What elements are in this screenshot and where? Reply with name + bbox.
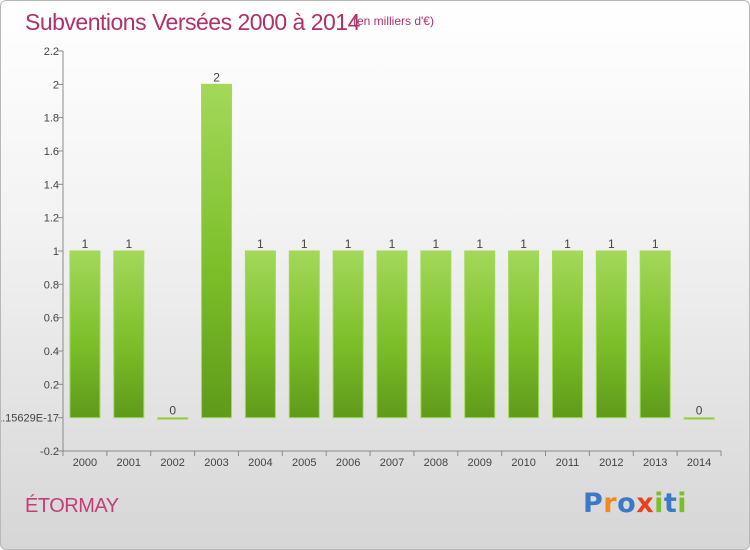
bar-2007 (376, 250, 408, 419)
bar-2012 (595, 250, 627, 419)
chart-unit-note: (en milliers d'€) (353, 14, 434, 28)
chart-title: Subventions Versées 2000 à 2014 (25, 9, 360, 35)
data-label-2011: 1 (564, 237, 571, 251)
y-tick-label: 2.2 (44, 46, 59, 58)
data-label-2014: 0 (696, 404, 703, 418)
y-tick-label: 1.6 (44, 146, 59, 158)
bar-2001 (113, 250, 145, 419)
data-label-2005: 1 (301, 237, 308, 251)
y-tick-label: 0.2 (44, 379, 59, 391)
x-tick-label-2005: 2005 (292, 457, 316, 469)
y-tick-label: -1.15629E-17 (1, 413, 59, 425)
bar-2004 (244, 250, 276, 419)
y-tick-label: 1 (53, 246, 59, 258)
x-tick-label-2012: 2012 (599, 457, 623, 469)
logo-letter: o (617, 488, 637, 519)
y-tick-label: 0.8 (44, 279, 59, 291)
proxiti-logo: Proxiti (583, 488, 687, 519)
x-tick-label-2001: 2001 (117, 457, 141, 469)
data-label-2009: 1 (476, 237, 483, 251)
logo-letter: r (603, 488, 618, 519)
bar-2010 (508, 250, 540, 419)
data-label-2001: 1 (125, 237, 132, 251)
bar-2011 (551, 250, 583, 419)
data-label-2008: 1 (433, 237, 440, 251)
logo-letter: i (677, 488, 688, 519)
bar-2002 (157, 417, 189, 420)
x-tick-label-2006: 2006 (336, 457, 360, 469)
commune-name: ÉTORMAY (25, 495, 119, 517)
data-label-2006: 1 (345, 237, 352, 251)
x-tick-label-2007: 2007 (380, 457, 404, 469)
x-tick-label-2004: 2004 (248, 457, 272, 469)
logo-letter: i (654, 488, 664, 519)
x-tick-label-2002: 2002 (160, 457, 184, 469)
data-label-2004: 1 (257, 237, 264, 251)
bar-2000 (69, 250, 101, 419)
data-label-2007: 1 (389, 237, 396, 251)
x-tick-label-2011: 2011 (556, 457, 580, 469)
data-label-2002: 0 (169, 404, 176, 418)
x-tick-label-2003: 2003 (204, 457, 228, 469)
x-tick-label-2014: 2014 (687, 457, 711, 469)
y-tick-label: 0.6 (44, 313, 59, 325)
x-tick-label-2013: 2013 (643, 457, 667, 469)
data-label-2012: 1 (608, 237, 615, 251)
bar-2008 (420, 250, 452, 419)
y-tick-label: 1.8 (44, 113, 59, 125)
bar-2006 (332, 250, 364, 419)
y-tick-label: 1.4 (44, 179, 59, 191)
bar-2013 (639, 250, 671, 419)
logo-letter: x (636, 488, 655, 519)
x-tick-label-2000: 2000 (73, 457, 97, 469)
bar-2003 (201, 83, 233, 419)
x-tick-label-2008: 2008 (424, 457, 448, 469)
bar-2009 (464, 250, 496, 419)
data-label-2010: 1 (520, 237, 527, 251)
logo-letter: P (583, 488, 604, 519)
bar-2014 (683, 417, 715, 420)
x-tick-label-2009: 2009 (467, 457, 491, 469)
bar-2005 (288, 250, 320, 419)
data-label-2013: 1 (652, 237, 659, 251)
x-tick-label-2010: 2010 (511, 457, 535, 469)
logo-letter: t (663, 488, 678, 519)
y-tick-label: -0.2 (40, 446, 59, 458)
data-label-2000: 1 (82, 237, 89, 251)
y-tick-label: 1.2 (44, 213, 59, 225)
y-tick-label: 0.4 (44, 346, 59, 358)
y-tick-label: 2 (53, 79, 59, 91)
data-label-2003: 2 (213, 70, 220, 84)
